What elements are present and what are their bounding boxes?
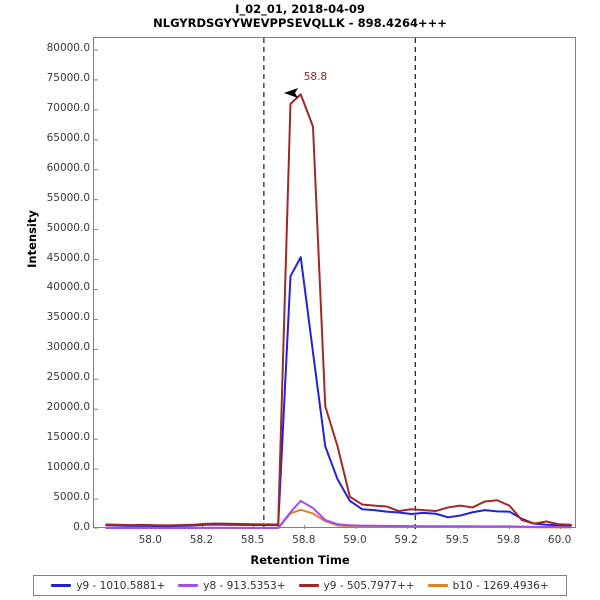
chart-legend: y9 - 1010.5881+ y8 - 913.5353+ y9 - 505.79… [33, 575, 567, 596]
plot-area [93, 37, 576, 529]
y-axis-tick-label: 35000.0 [46, 311, 90, 324]
legend-item-label: y9 - 505.7977++ [323, 579, 415, 592]
x-axis-tick-label: 60.0 [547, 534, 572, 546]
legend-color-swatch [178, 584, 199, 587]
x-axis-tick-label: 59.2 [394, 534, 418, 546]
legend-item-label: b10 - 1269.4936+ [452, 579, 549, 592]
y-axis-tick-label: 10000.0 [46, 461, 90, 474]
y-axis-tick-label: 0.0 [73, 521, 90, 533]
x-axis-tick-label: 58.2 [189, 534, 214, 546]
x-axis-tick-label: 59.8 [496, 534, 521, 546]
chromatogram-traces [94, 38, 572, 529]
legend-item[interactable]: y9 - 1010.5881+ [51, 580, 165, 592]
legend-item-label: y9 - 1010.5881+ [76, 579, 166, 592]
x-axis-tick-label: 58.8 [292, 534, 316, 546]
trace-line [105, 499, 572, 529]
legend-color-swatch [298, 584, 319, 587]
legend-item-label: y8 - 913.5353+ [203, 579, 286, 592]
chart-title-line-2: NLGYRDSGYYWEVPPSEVQLLK - 898.4264+++ [153, 16, 447, 30]
x-axis-tick-label: 58.0 [138, 534, 162, 546]
y-axis-tick-label: 50000.0 [46, 221, 90, 234]
y-axis-tick-label: 65000.0 [46, 131, 90, 144]
y-axis-tick-label: 80000.0 [46, 41, 90, 54]
x-axis-label: Retention Time [250, 553, 350, 567]
y-axis-ticks: 0.0 5000.0 10000.0 15000.0 20000.0 25000.0 300… [0, 0, 90, 600]
y-axis-tick-label: 40000.0 [46, 281, 90, 294]
x-axis-tick-label: 59.0 [343, 534, 367, 546]
y-axis-tick-label: 30000.0 [46, 341, 90, 354]
trace-line [105, 93, 572, 527]
trace-line [105, 256, 572, 528]
y-axis-tick-label: 45000.0 [46, 251, 90, 264]
y-axis-tick-label: 20000.0 [46, 401, 90, 414]
x-axis-tick-label: 59.5 [445, 534, 469, 546]
chart-title-line-1: I_02_01, 2018-04-09 [235, 2, 365, 16]
peak-marker-arrow-icon [283, 88, 298, 99]
chart-title: I_02_01, 2018-04-09 NLGYRDSGYYWEVPPSEVQL… [0, 2, 600, 30]
legend-item[interactable]: y8 - 913.5353+ [178, 579, 286, 592]
peak-annotation-label: 58.8 [303, 71, 328, 84]
y-axis-tick-label: 60000.0 [46, 161, 90, 174]
legend-item[interactable]: y9 - 505.7977++ [298, 579, 415, 592]
legend-color-swatch [427, 584, 448, 587]
y-axis-tick-label: 15000.0 [46, 431, 90, 444]
y-axis-tick-label: 5000.0 [53, 491, 90, 504]
legend-item[interactable]: b10 - 1269.4936+ [427, 579, 549, 592]
legend-color-swatch [51, 584, 72, 587]
y-axis-tick-label: 70000.0 [46, 101, 90, 114]
y-axis-tick-label: 55000.0 [46, 191, 90, 204]
y-axis-tick-label: 25000.0 [46, 371, 90, 384]
x-axis-tick-label: 58.5 [240, 534, 265, 546]
y-axis-tick-label: 75000.0 [46, 71, 90, 84]
